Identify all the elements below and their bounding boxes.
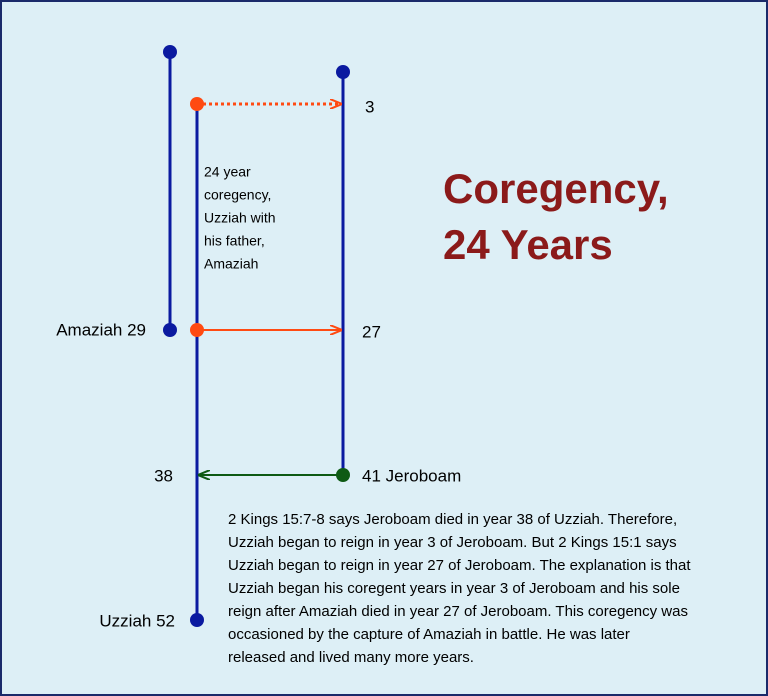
text-line: Coregency, xyxy=(443,165,669,212)
timelines xyxy=(168,52,345,620)
dot xyxy=(163,323,177,337)
text-line: his father, xyxy=(204,233,265,249)
text-line: coregency, xyxy=(204,187,271,203)
dot xyxy=(190,323,204,337)
dot xyxy=(336,468,350,482)
text-line: reign after Amaziah died in year 27 of J… xyxy=(228,603,688,620)
title: Coregency, 24 Years xyxy=(443,165,669,268)
label: Amaziah 29 xyxy=(56,320,146,339)
label: Uzziah 52 xyxy=(99,611,175,630)
text-line: Uzziah began to reign in year 3 of Jerob… xyxy=(228,534,677,551)
text-line: Amaziah xyxy=(204,256,258,272)
label: 27 xyxy=(362,322,381,341)
note: 24 year coregency, Uzziah with his father, A… xyxy=(204,164,276,272)
text-line: 24 Years xyxy=(443,221,613,268)
dot xyxy=(336,65,350,79)
text-line: Uzziah began his coregent years in year … xyxy=(228,580,680,597)
text-line: released and lived many more years. xyxy=(228,649,474,666)
label: 38 xyxy=(154,466,173,485)
dot xyxy=(163,45,177,59)
explanation: 2 Kings 15:7-8 says Jeroboam died in yea… xyxy=(228,511,691,666)
label: 3 xyxy=(365,97,374,116)
text-line: 24 year xyxy=(204,164,251,180)
dot xyxy=(190,97,204,111)
label: 41 Jeroboam xyxy=(362,466,461,485)
text-line: occasioned by the capture of Amaziah in … xyxy=(228,626,630,643)
text-line: 2 Kings 15:7-8 says Jeroboam died in yea… xyxy=(228,511,677,528)
text-line: Uzziah began to reign in year 27 of Jero… xyxy=(228,557,691,574)
dot xyxy=(190,613,204,627)
text-line: Uzziah with xyxy=(204,210,276,226)
